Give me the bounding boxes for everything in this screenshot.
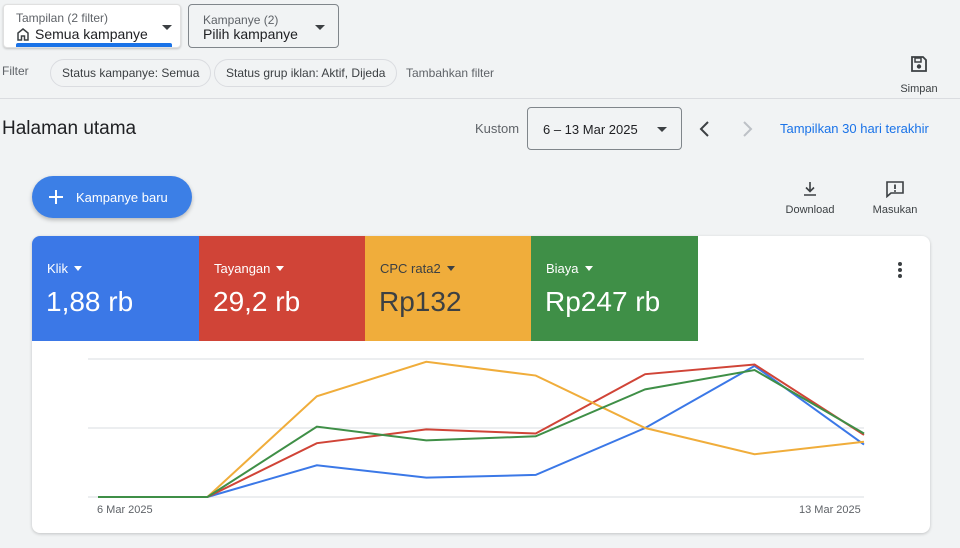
x-tick-label: 6 Mar 2025 [97,504,153,516]
save-icon [911,56,927,72]
series-line-cpc-rata2 [98,360,865,498]
series-line-klik [98,364,865,498]
date-mode-label: Kustom [475,121,520,136]
campaign-select[interactable]: Kampanye (2) Pilih kampanye [188,4,339,48]
date-range-value: 6 – 13 Mar 2025 [543,122,638,137]
add-filter-button[interactable]: Tambahkan filter [406,66,495,80]
metric-name: Klik [47,261,68,276]
view-select[interactable]: Tampilan (2 filter) Semua kampanye [3,4,181,48]
line-chart [88,358,865,498]
series-line-tayangan [98,363,865,498]
home-icon [17,28,29,41]
save-label: Simpan [900,83,938,95]
page-title: Halaman utama [2,118,137,139]
metric-value: Rp247 rb [545,286,661,317]
filter-chip-campaign-status[interactable]: Status kampanye: Semua [50,59,212,87]
filter-label: Filter [2,64,29,78]
download-label: Download [785,204,835,216]
campaign-select-label: Kampanye (2) [203,13,279,27]
metric-value: 29,2 rb [213,286,301,317]
metric-tile-clicks[interactable]: Klik 1,88 rb [32,236,199,341]
show-last-30-days-link[interactable]: Tampilkan 30 hari terakhir [780,121,929,136]
metric-name: CPC rata2 [380,261,441,276]
chevron-down-icon [584,266,593,271]
previous-period-icon[interactable] [694,118,716,140]
metric-tile-avg-cpc[interactable]: CPC rata2 Rp132 [365,236,531,341]
view-select-label: Tampilan (2 filter) [16,11,109,25]
campaign-select-value: Pilih kampanye [203,26,298,42]
new-campaign-button[interactable]: Kampanye baru [32,176,192,218]
save-button[interactable]: Simpan [896,54,942,95]
chevron-down-icon [657,127,667,132]
x-tick-label: 13 Mar 2025 [799,504,861,516]
metric-name: Tayangan [214,261,271,276]
feedback-icon [886,181,904,198]
metric-tile-impressions[interactable]: Tayangan 29,2 rb [199,236,365,341]
chevron-down-icon [315,25,325,30]
metric-tile-cost[interactable]: Biaya Rp247 rb [531,236,698,341]
series-line-biaya [98,368,865,498]
chevron-down-icon [162,25,172,30]
date-range-select[interactable]: 6 – 13 Mar 2025 [527,107,682,150]
performance-card: Klik 1,88 rb Tayangan 29,2 rb CPC rata2 … [32,236,930,533]
new-campaign-label: Kampanye baru [76,190,168,205]
metric-value: 1,88 rb [46,286,134,317]
chevron-down-icon [73,266,82,271]
metric-name: Biaya [546,261,579,276]
feedback-label: Masukan [872,204,918,216]
chevron-down-icon [446,266,455,271]
view-select-value: Semua kampanye [35,26,148,42]
plus-icon [49,190,63,204]
more-vert-icon[interactable] [894,260,906,280]
active-indicator [16,43,172,47]
metric-value: Rp132 [379,286,462,317]
download-icon [804,182,816,196]
chevron-down-icon [276,266,285,271]
feedback-button[interactable]: Masukan [868,180,922,216]
divider [0,98,960,99]
next-period-icon[interactable] [736,118,758,140]
download-button[interactable]: Download [784,180,836,216]
filter-chip-adgroup-status[interactable]: Status grup iklan: Aktif, Dijeda [214,59,398,87]
